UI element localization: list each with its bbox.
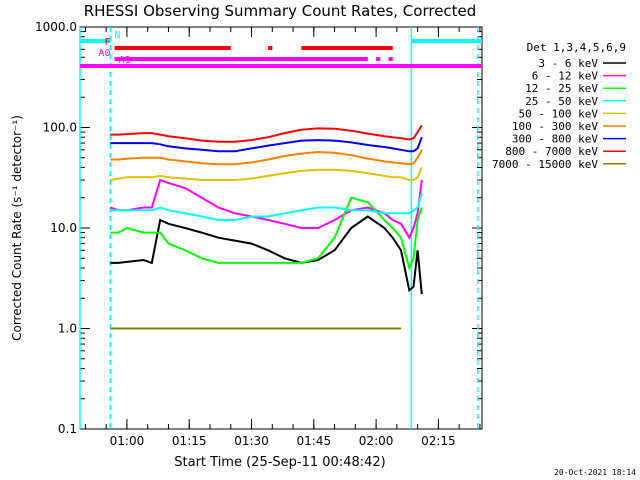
x-tick-label: 01:00 <box>110 434 145 448</box>
y-tick-label: 100.0 <box>43 121 77 135</box>
legend-label: 25 - 50 keV <box>525 95 598 108</box>
state-bar-label: A1 <box>119 55 131 66</box>
legend-label: 12 - 25 keV <box>525 82 598 95</box>
series-lines <box>109 124 423 330</box>
x-tick-label: 01:15 <box>172 434 207 448</box>
state-bar-label: A0 <box>98 48 110 59</box>
y-tick-label: 1000.0 <box>35 20 77 34</box>
series-line <box>109 178 423 240</box>
legend-label: 3 - 6 keV <box>538 57 598 70</box>
x-tick-labels: 01:00 01:15 01:30 01:45 02:00 02:15 <box>110 434 456 448</box>
legend-label: 100 - 300 keV <box>512 120 598 133</box>
series-line <box>110 215 423 295</box>
series-line <box>110 136 423 153</box>
footer-date: 20-Oct-2021 18:14 <box>554 468 636 477</box>
series-line <box>110 149 423 166</box>
series-line <box>110 193 423 221</box>
legend-label: 6 - 12 keV <box>532 70 599 83</box>
legend-title: Det 1,3,4,5,6,9 <box>527 41 626 54</box>
x-tick-label: 02:15 <box>421 434 456 448</box>
axis-ticks <box>80 26 482 430</box>
legend-label: 800 - 7000 keV <box>505 145 598 158</box>
state-bar-label: F <box>104 37 110 48</box>
x-tick-label: 01:30 <box>234 434 269 448</box>
legend-label: 50 - 100 keV <box>519 107 599 120</box>
x-axis-label: Start Time (25-Sep-11 00:48:42) <box>174 455 385 470</box>
series-line <box>110 167 423 181</box>
y-tick-label: 10.0 <box>50 221 77 235</box>
x-tick-label: 01:45 <box>297 434 332 448</box>
legend-label: 7000 - 15000 keV <box>492 158 598 171</box>
y-tick-label: 0.1 <box>58 422 77 436</box>
y-tick-label: 1.0 <box>58 322 77 336</box>
series-line <box>110 124 423 143</box>
vertical-markers <box>79 27 479 429</box>
chart-title: RHESSI Observing Summary Count Rates, Co… <box>84 2 477 20</box>
y-axis-label: Corrected Count Rate (s⁻¹ detector⁻¹) <box>10 115 24 341</box>
x-tick-label: 02:00 <box>359 434 394 448</box>
legend-label: 300 - 800 keV <box>512 133 598 146</box>
y-tick-labels: 0.1 1.0 10.0 100.0 1000.0 <box>35 20 77 436</box>
state-bar-label: N <box>114 30 120 41</box>
series-line <box>110 196 423 272</box>
